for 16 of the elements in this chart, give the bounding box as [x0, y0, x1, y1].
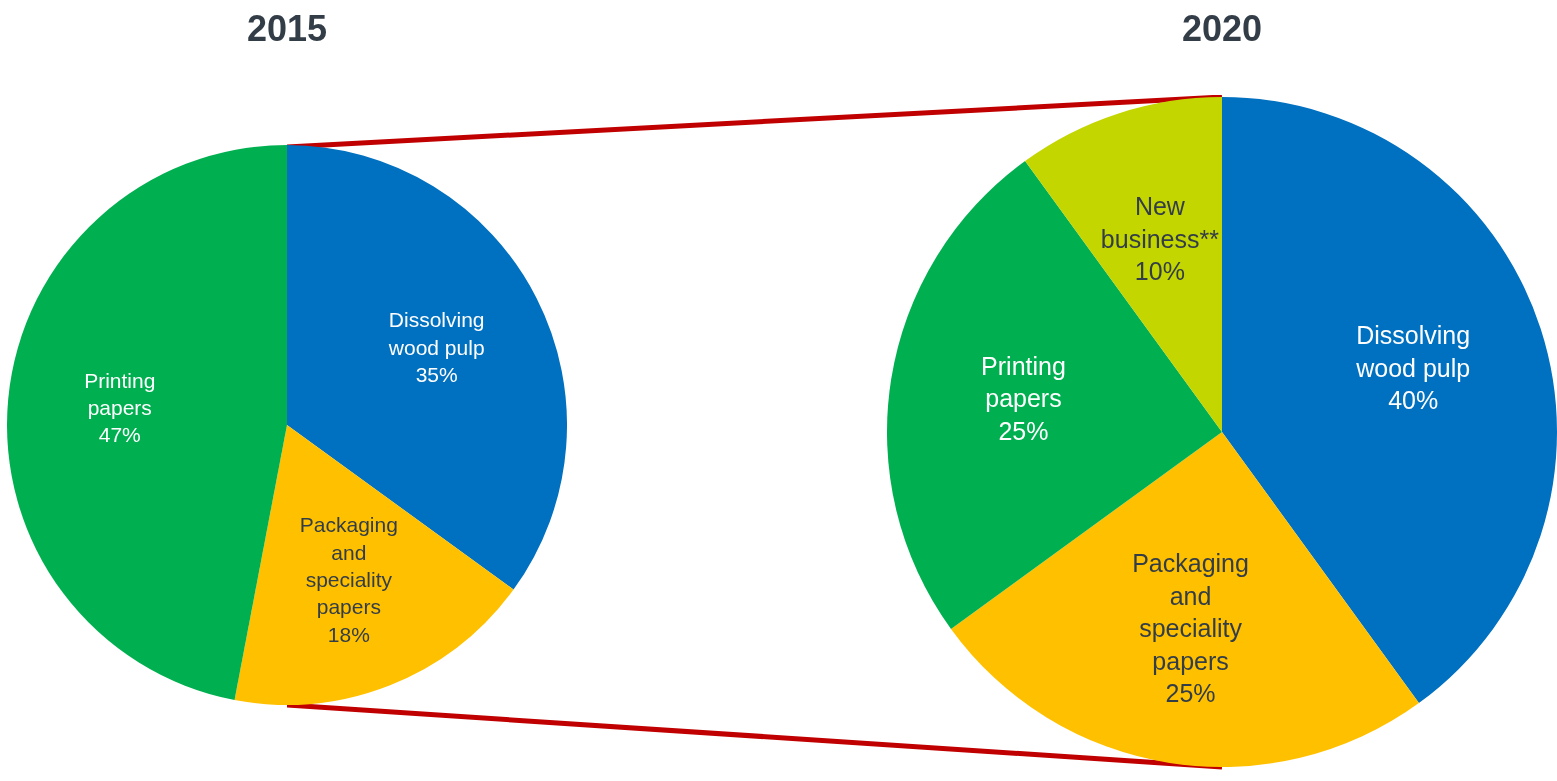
slice-label: Printing papers [981, 351, 1066, 413]
slice-label: Packaging and speciality papers [1132, 549, 1249, 675]
chart-title: 2020 [1180, 8, 1264, 50]
data-label: 10% [1134, 257, 1185, 286]
data-label: 25% [1165, 679, 1216, 708]
data-label: 25% [998, 416, 1049, 445]
data-label: 35% [415, 362, 458, 386]
slice-label: Dissolving wood pulp [387, 308, 485, 359]
data-label: 18% [327, 622, 370, 646]
slice-label: New business** [1100, 192, 1220, 253]
slice-label: Printing papers [84, 368, 156, 419]
data-label: 40% [1388, 386, 1439, 415]
slice-label: Packaging and speciality papers [299, 513, 398, 619]
slice-label: Dissolving wood pulp [1355, 321, 1471, 382]
chart-title: 2015 [245, 8, 329, 50]
data-label: 47% [98, 423, 141, 447]
